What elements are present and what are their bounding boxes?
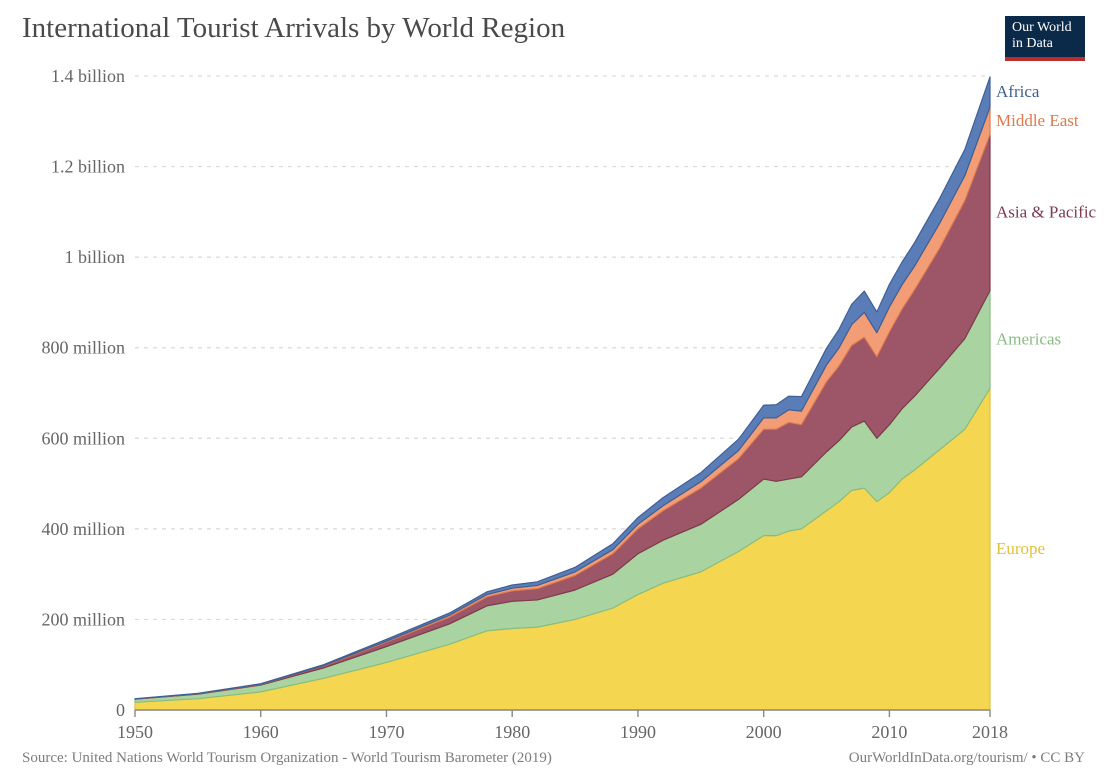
svg-text:1 billion: 1 billion — [64, 247, 125, 267]
footer-attribution: OurWorldInData.org/tourism/ • CC BY — [849, 750, 1085, 767]
footer-source: Source: United Nations World Tourism Org… — [22, 750, 552, 767]
chart-footer: Source: United Nations World Tourism Org… — [22, 750, 1085, 767]
svg-text:1950: 1950 — [117, 722, 153, 742]
svg-text:2000: 2000 — [746, 722, 782, 742]
svg-text:Middle East: Middle East — [996, 111, 1079, 130]
svg-text:Americas: Americas — [996, 330, 1061, 349]
svg-text:600 million: 600 million — [41, 428, 125, 448]
svg-text:0: 0 — [116, 700, 125, 720]
y-axis: 0 200 million 400 million 600 million 800 mi… — [41, 66, 125, 720]
svg-text:1970: 1970 — [368, 722, 404, 742]
svg-text:800 million: 800 million — [41, 338, 125, 358]
svg-text:1.4 billion: 1.4 billion — [51, 66, 125, 86]
svg-text:Africa: Africa — [996, 82, 1040, 101]
svg-text:1.2 billion: 1.2 billion — [51, 157, 125, 177]
svg-text:1990: 1990 — [620, 722, 656, 742]
svg-text:1960: 1960 — [243, 722, 279, 742]
chart-container: International Tourist Arrivals by World … — [0, 0, 1107, 781]
svg-text:1980: 1980 — [494, 722, 530, 742]
series-labels: Africa Middle East Asia & Pacific Americas E… — [996, 82, 1097, 558]
svg-text:2010: 2010 — [871, 722, 907, 742]
svg-text:Europe: Europe — [996, 539, 1045, 558]
svg-text:Asia & Pacific: Asia & Pacific — [996, 203, 1097, 222]
x-axis: 1950 1960 1970 1980 1990 2000 2010 2018 — [117, 710, 1008, 742]
svg-text:200 million: 200 million — [41, 609, 125, 629]
chart-svg: 1950 1960 1970 1980 1990 2000 2010 2018 0 200 mi… — [0, 0, 1107, 781]
stacked-areas — [135, 77, 990, 710]
svg-text:400 million: 400 million — [41, 519, 125, 539]
svg-text:2018: 2018 — [972, 722, 1008, 742]
